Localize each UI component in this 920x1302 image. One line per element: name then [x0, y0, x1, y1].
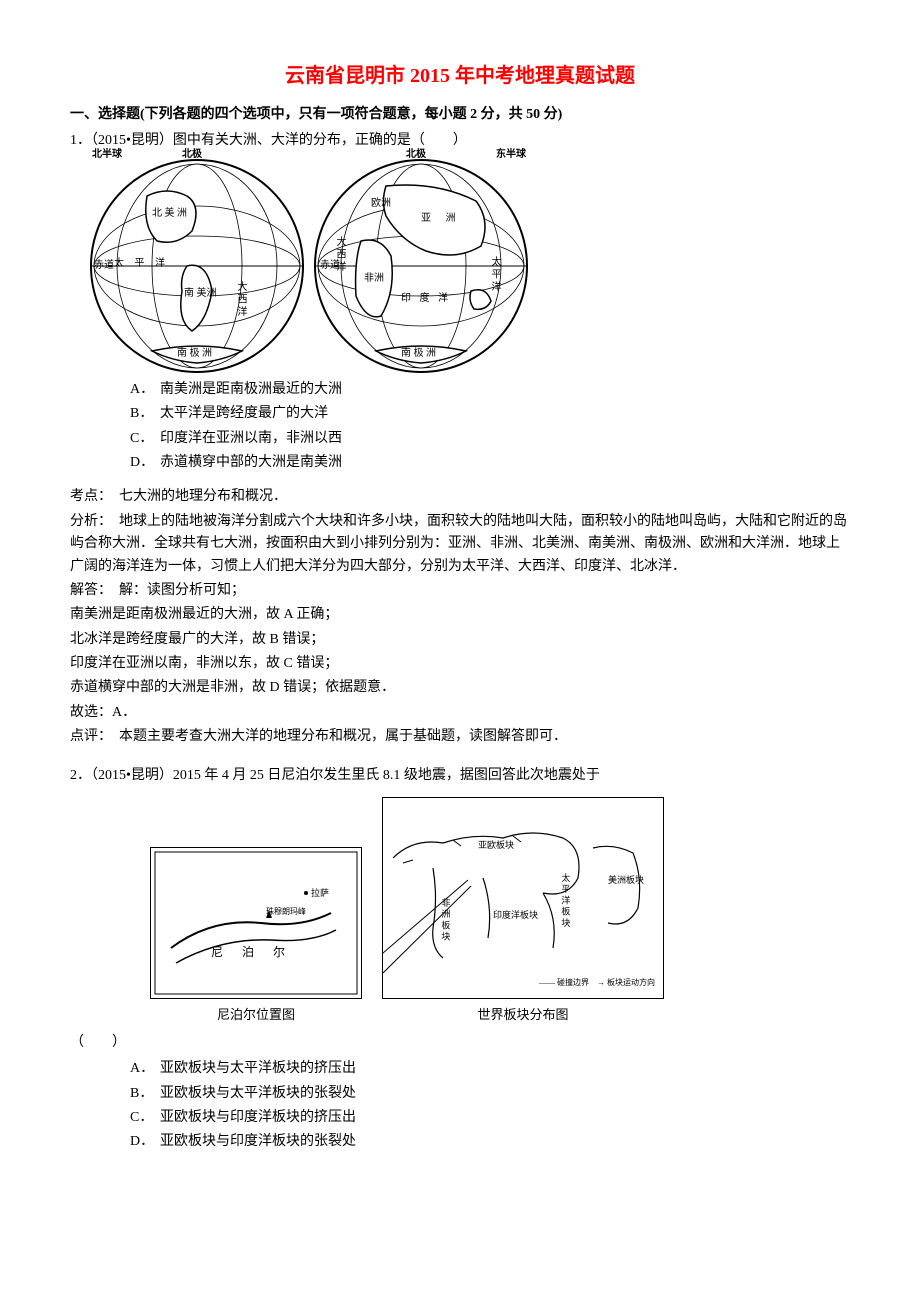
option-text: 南美洲是距南极洲最近的大洲 — [160, 382, 342, 397]
q1-options: A．南美洲是距南极洲最近的大洲 B．太平洋是跨经度最广的大洋 C．印度洋在亚洲以… — [130, 379, 850, 475]
option-text: 亚欧板块与太平洋板块的张裂处 — [160, 1086, 356, 1101]
label-pacific-e: 太 平 洋 — [486, 256, 502, 291]
option-letter: A． — [130, 379, 160, 401]
label-africa: 非洲 — [364, 271, 384, 287]
label-eurasia: 亚欧板块 — [478, 838, 514, 852]
option-text: 亚欧板块与印度洋板块的张裂处 — [160, 1134, 356, 1149]
label-antarctica-w: 南 极 洲 — [177, 346, 212, 362]
map-small-caption: 尼泊尔位置图 — [150, 1005, 362, 1026]
label-atlantic-w: 大 西 洋 — [232, 281, 248, 316]
option-text: 亚欧板块与印度洋板块的挤压出 — [160, 1110, 356, 1125]
jieda-row: 解答： 解：读图分析可知； — [70, 580, 850, 602]
option-letter: B． — [130, 1083, 160, 1105]
hemispheres-figure: 北半球 北极 赤道 太 平 洋 北 美 洲 南 美洲 大 西 洋 南 极 洲 北… — [90, 159, 850, 373]
q1-option-c: C．印度洋在亚洲以南，非洲以西 — [130, 428, 850, 450]
label-south-america: 南 美洲 — [184, 286, 217, 302]
eastern-hemisphere: 北极 东半球 赤道 亚 洲 欧洲 非洲 印 度 洋 太 平 洋 大 西 洋 南 … — [314, 159, 528, 373]
q1-analysis: 考点： 七大洲的地理分布和概况． 分析： 地球上的陆地被海洋分割成六个大块和许多… — [70, 486, 850, 748]
dianping-label: 点评： — [70, 729, 105, 744]
jieda-line-0: 南美洲是距南极洲最近的大洲，故 A 正确； — [70, 604, 850, 626]
q1-option-d: D．赤道横穿中部的大洲是南美洲 — [130, 452, 850, 474]
option-letter: C． — [130, 428, 160, 450]
label-nepal: 尼 泊 尔 — [211, 943, 293, 962]
nepal-map: 拉萨 尼 泊 尔 珠穆朗玛峰 — [150, 847, 362, 999]
label-pacific-plate: 太 平 洋 板 块 — [558, 873, 572, 927]
western-hemisphere: 北半球 北极 赤道 太 平 洋 北 美 洲 南 美洲 大 西 洋 南 极 洲 — [90, 159, 304, 373]
section-header: 一、选择题(下列各题的四个选项中，只有一项符合题意，每小题 2 分，共 50 分… — [70, 104, 850, 126]
q2-paren: （ ） — [70, 1032, 850, 1054]
label-atlantic-e: 大 西 洋 — [331, 236, 347, 271]
label-equator-w: 赤道 — [94, 258, 114, 274]
fenxi-label: 分析： — [70, 514, 105, 529]
kaodian-row: 考点： 七大洲的地理分布和概况． — [70, 486, 850, 508]
q2-option-d: D．亚欧板块与印度洋板块的张裂处 — [130, 1131, 850, 1153]
option-letter: C． — [130, 1107, 160, 1129]
jieda-label: 解答： — [70, 583, 105, 598]
q1-option-b: B．太平洋是跨经度最广的大洋 — [130, 403, 850, 425]
label-npole-w: 北极 — [182, 147, 202, 163]
label-ne: 东半球 — [496, 147, 526, 163]
jieda-line-3: 赤道横穿中部的大洲是非洲，故 D 错误；依据题意． — [70, 677, 850, 699]
plates-map: 亚欧板块 太 平 洋 板 块 非 洲 板 块 印度洋板块 美洲板块 —— 碰撞边… — [382, 797, 664, 999]
q1-option-a: A．南美洲是距南极洲最近的大洲 — [130, 379, 850, 401]
fenxi-text: 地球上的陆地被海洋分割成六个大块和许多小块，面积较大的陆地叫大陆，面积较小的陆地… — [70, 514, 847, 574]
option-text: 亚欧板块与太平洋板块的挤压出 — [160, 1061, 356, 1076]
label-america-plate: 美洲板块 — [608, 873, 644, 887]
option-letter: A． — [130, 1058, 160, 1080]
label-antarctica-e: 南 极 洲 — [401, 346, 436, 362]
q2-options: A．亚欧板块与太平洋板块的挤压出 B．亚欧板块与太平洋板块的张裂处 C．亚欧板块… — [130, 1058, 850, 1154]
q2-option-c: C．亚欧板块与印度洋板块的挤压出 — [130, 1107, 850, 1129]
jieda-line-4: 故选：A． — [70, 702, 850, 724]
label-india-plate: 印度洋板块 — [493, 908, 538, 922]
option-text: 太平洋是跨经度最广的大洋 — [160, 406, 328, 421]
jieda-line-2: 印度洋在亚洲以南，非洲以东，故 C 错误； — [70, 653, 850, 675]
kaodian-label: 考点： — [70, 489, 105, 504]
plates-map-svg — [383, 798, 663, 998]
maps-row: 拉萨 尼 泊 尔 珠穆朗玛峰 尼泊尔位置图 亚欧板块 太 平 洋 板 块 非 洲… — [150, 797, 850, 1026]
kaodian-text: 七大洲的地理分布和概况． — [119, 489, 287, 504]
jieda-intro: 解：读图分析可知； — [119, 583, 245, 598]
label-europe: 欧洲 — [371, 196, 391, 212]
map-large-caption: 世界板块分布图 — [382, 1005, 664, 1026]
q2-option-b: B．亚欧板块与太平洋板块的张裂处 — [130, 1083, 850, 1105]
label-nw: 北半球 — [92, 147, 122, 163]
dianping-row: 点评： 本题主要考查大洲大洋的地理分布和概况，属于基础题，读图解答即可． — [70, 726, 850, 748]
label-lhasa: 拉萨 — [311, 886, 329, 900]
jieda-line-1: 北冰洋是跨经度最广的大洋，故 B 错误； — [70, 629, 850, 651]
legend: —— 碰撞边界 → 板块运动方向 — [539, 977, 655, 990]
q2-stem: 2．（2015•昆明）2015 年 4 月 25 日尼泊尔发生里氏 8.1 级地… — [70, 765, 850, 787]
dianping-text: 本题主要考查大洲大洋的地理分布和概况，属于基础题，读图解答即可． — [119, 729, 567, 744]
label-everest: 珠穆朗玛峰 — [266, 906, 306, 919]
label-north-america: 北 美 洲 — [152, 206, 187, 222]
nepal-map-svg — [151, 848, 361, 998]
map-large-wrap: 亚欧板块 太 平 洋 板 块 非 洲 板 块 印度洋板块 美洲板块 —— 碰撞边… — [382, 797, 664, 1026]
label-npole-e: 北极 — [406, 147, 426, 163]
option-letter: D． — [130, 1131, 160, 1153]
label-pacific-w: 太 平 洋 — [114, 256, 169, 272]
option-letter: D． — [130, 452, 160, 474]
fenxi-row: 分析： 地球上的陆地被海洋分割成六个大块和许多小块，面积较大的陆地叫大陆，面积较… — [70, 511, 850, 578]
option-text: 赤道横穿中部的大洲是南美洲 — [160, 455, 342, 470]
label-asia: 亚 洲 — [421, 211, 462, 227]
q2-option-a: A．亚欧板块与太平洋板块的挤压出 — [130, 1058, 850, 1080]
page-title: 云南省昆明市 2015 年中考地理真题试题 — [70, 60, 850, 92]
option-text: 印度洋在亚洲以南，非洲以西 — [160, 431, 342, 446]
option-letter: B． — [130, 403, 160, 425]
label-africa-plate: 非 洲 板 块 — [438, 898, 452, 941]
label-indian: 印 度 洋 — [401, 291, 451, 307]
map-small-wrap: 拉萨 尼 泊 尔 珠穆朗玛峰 尼泊尔位置图 — [150, 847, 362, 1026]
